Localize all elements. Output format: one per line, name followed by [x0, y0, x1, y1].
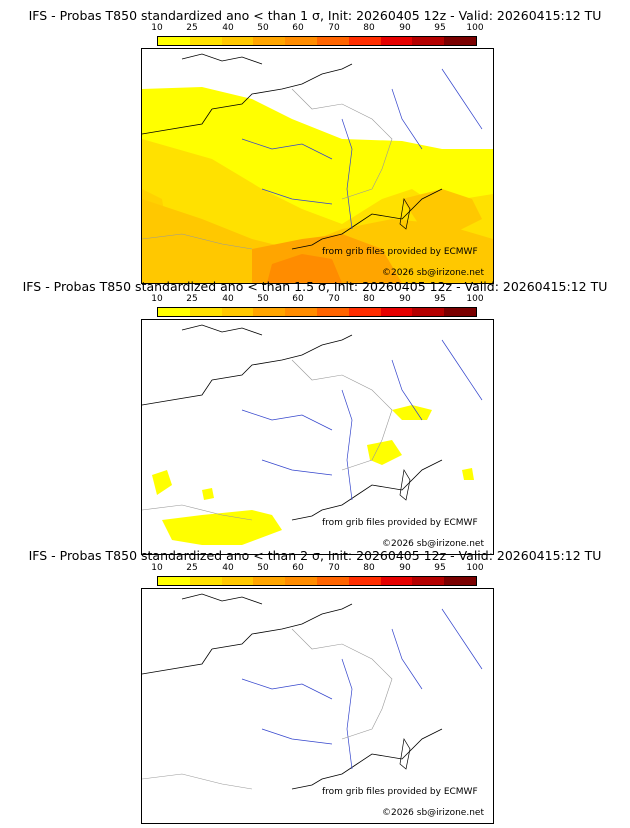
tick-label: 100 — [466, 23, 484, 33]
tick-label: 100 — [466, 294, 484, 304]
map-graphic — [142, 324, 483, 545]
tick-label: 95 — [434, 563, 446, 573]
tick-label: 60 — [292, 294, 304, 304]
colorbar-swatch — [444, 577, 476, 585]
colorbar-swatch — [412, 308, 445, 316]
tick-label: 50 — [257, 563, 269, 573]
tick-label: 50 — [257, 23, 269, 33]
colorbar-swatch — [253, 37, 286, 45]
colorbar-swatch — [348, 308, 381, 316]
tick-label: 90 — [399, 563, 411, 573]
colorbar-swatch — [253, 577, 286, 585]
panel-title: IFS - Probas T850 standardized ano < tha… — [28, 548, 602, 563]
map-3: from grib files provided by ECMWF ©2026 … — [141, 588, 494, 824]
map-graphic — [142, 593, 483, 790]
copyright-text: ©2026 sb@irizone.net — [382, 268, 484, 278]
tick-label: 40 — [222, 563, 234, 573]
tick-label: 60 — [292, 563, 304, 573]
tick-label: 40 — [222, 23, 234, 33]
tick-label: 10 — [151, 23, 163, 33]
tick-label: 95 — [434, 294, 446, 304]
credit-text: from grib files provided by ECMWF — [322, 787, 478, 797]
tick-label: 95 — [434, 23, 446, 33]
tick-label: 80 — [363, 563, 375, 573]
colorbar-swatch — [412, 37, 445, 45]
colorbar-swatch — [158, 577, 190, 585]
tick-label: 90 — [399, 23, 411, 33]
tick-label: 100 — [466, 563, 484, 573]
map-graphic — [142, 49, 493, 283]
tick-label: 40 — [222, 294, 234, 304]
colorbar-swatch — [316, 577, 349, 585]
copyright-text: ©2026 sb@irizone.net — [382, 539, 484, 549]
colorbar-swatch — [444, 308, 476, 316]
tick-label: 70 — [328, 23, 340, 33]
tick-label: 90 — [399, 294, 411, 304]
colorbar-swatch — [221, 37, 254, 45]
tick-label: 25 — [186, 563, 198, 573]
colorbar-swatch — [380, 308, 413, 316]
panel-2: IFS - Probas T850 standardized ano < tha… — [0, 279, 630, 555]
colorbar-swatch — [316, 308, 349, 316]
panel-title: IFS - Probas T850 standardized ano < tha… — [28, 8, 602, 23]
tick-label: 80 — [363, 294, 375, 304]
tick-label: 25 — [186, 294, 198, 304]
colorbar-swatch — [221, 577, 254, 585]
tick-label: 10 — [151, 563, 163, 573]
colorbar-swatch — [189, 577, 222, 585]
colorbar-swatch — [158, 37, 190, 45]
colorbar-ticks: 10 25 40 50 60 70 80 90 95 100 — [151, 563, 483, 575]
tick-label: 70 — [328, 294, 340, 304]
colorbar-swatch — [189, 37, 222, 45]
colorbar-swatch — [189, 308, 222, 316]
colorbar — [157, 307, 477, 317]
tick-label: 80 — [363, 23, 375, 33]
colorbar-swatch — [158, 308, 190, 316]
colorbar-swatch — [380, 37, 413, 45]
colorbar-swatch — [444, 37, 476, 45]
copyright-text: ©2026 sb@irizone.net — [382, 808, 484, 818]
colorbar-ticks: 10 25 40 50 60 70 80 90 95 100 — [151, 294, 483, 306]
panel-title: IFS - Probas T850 standardized ano < tha… — [22, 279, 608, 294]
colorbar-swatch — [316, 37, 349, 45]
colorbar-swatch — [412, 577, 445, 585]
panel-1: IFS - Probas T850 standardized ano < tha… — [0, 8, 630, 284]
tick-label: 25 — [186, 23, 198, 33]
tick-label: 60 — [292, 23, 304, 33]
colorbar — [157, 576, 477, 586]
colorbar — [157, 36, 477, 46]
colorbar-swatch — [285, 577, 317, 585]
panel-3: IFS - Probas T850 standardized ano < tha… — [0, 548, 630, 824]
credit-text: from grib files provided by ECMWF — [322, 518, 478, 528]
colorbar-ticks: 10 25 40 50 60 70 80 90 95 100 — [151, 23, 483, 35]
colorbar-swatch — [348, 37, 381, 45]
tick-label: 70 — [328, 563, 340, 573]
map-2: from grib files provided by ECMWF ©2026 … — [141, 319, 494, 555]
credit-text: from grib files provided by ECMWF — [322, 247, 478, 257]
map-1: from grib files provided by ECMWF ©2026 … — [141, 48, 494, 284]
colorbar-swatch — [285, 308, 317, 316]
colorbar-swatch — [253, 308, 286, 316]
tick-label: 50 — [257, 294, 269, 304]
tick-label: 10 — [151, 294, 163, 304]
colorbar-swatch — [380, 577, 413, 585]
colorbar-swatch — [348, 577, 381, 585]
colorbar-swatch — [221, 308, 254, 316]
colorbar-swatch — [285, 37, 317, 45]
